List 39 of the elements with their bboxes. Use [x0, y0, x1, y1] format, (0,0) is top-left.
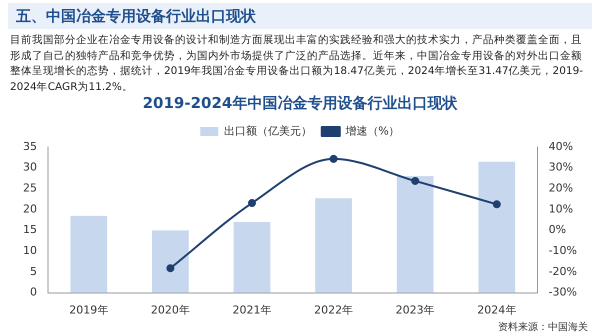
y2-tick-label: -10% [548, 244, 578, 257]
point [330, 154, 338, 163]
y2-tick-label: 40% [548, 140, 574, 153]
y-tick-label: 15 [22, 223, 37, 236]
x-tick-label: 2020年 [150, 303, 190, 316]
y-tick-label: 5 [30, 264, 37, 278]
point [492, 200, 501, 208]
point [411, 176, 420, 185]
bar [396, 176, 434, 293]
y-tick-label: 30 [22, 160, 37, 174]
legend-label: 出口额（亿美元） [224, 124, 312, 138]
bar [152, 230, 189, 293]
text: 资料来源：中国海关 [498, 320, 588, 333]
text: 目前我国部分企业在冶金专用设备的设计和制造方面展现出丰富的实践经验和强大的技术实力，产品种类覆盖全面，且形成了自己的独特产品和竞争优势，为国内外市场提供了广泛的产品选择。近年来，中国冶金专用设备的对外出口金额整体呈现增长的态势，据统计，2019年我国冶金专用设备出口额为18.47亿美元，2024年增长至31.47亿美元，2019-2024年CAGR为11.2%。 [10, 33, 584, 94]
y2-tick-label: 0% [548, 223, 566, 236]
bar [478, 162, 516, 293]
x-tick-label: 2019年 [69, 303, 108, 316]
bar [315, 198, 352, 293]
y-tick-label: 20 [22, 202, 37, 216]
x-tick-label: 2021年 [232, 303, 272, 316]
chart-title: 2019-2024年中国冶金专用设备行业出口现状 [142, 94, 458, 113]
y2-tick-label: 30% [548, 160, 574, 174]
text: 五、中国冶金专用设备行业出口现状 [8, 3, 592, 29]
x-tick-label: 2023年 [396, 303, 435, 316]
x-tick-label: 2024年 [477, 303, 516, 316]
point [166, 264, 174, 272]
y-tick-label: 25 [22, 182, 37, 195]
point [248, 199, 256, 208]
bar [234, 222, 270, 293]
y-tick-label: 10 [22, 244, 37, 257]
y2-tick-label: -30% [548, 286, 578, 299]
y-tick-label: 0 [30, 286, 37, 299]
y2-tick-label: -20% [548, 264, 578, 278]
y2-tick-label: 20% [548, 182, 574, 195]
x-tick-label: 2022年 [314, 303, 354, 316]
bar [70, 216, 108, 293]
y-tick-label: 35 [22, 140, 37, 153]
y2-tick-label: 10% [548, 202, 574, 216]
legend-label: 增速（%） [344, 124, 400, 138]
